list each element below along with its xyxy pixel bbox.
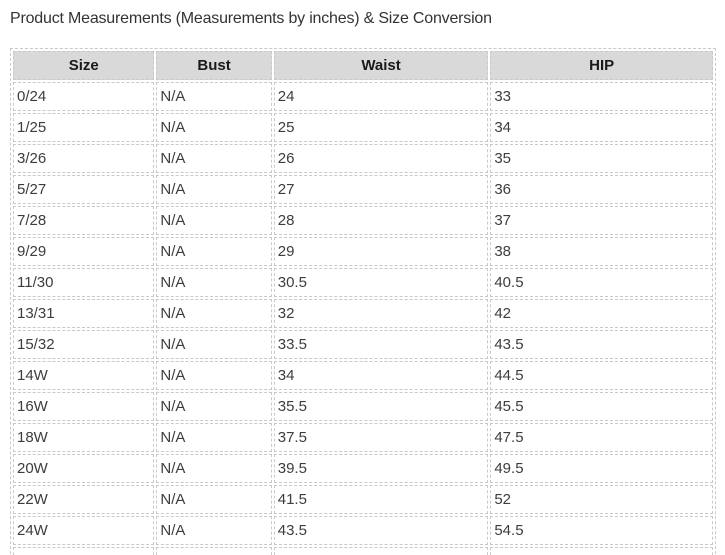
cell-bust: N/A bbox=[156, 392, 272, 421]
cell-bust: N/A bbox=[156, 361, 272, 390]
cell-waist: 39.5 bbox=[273, 454, 489, 483]
cell-size: 3/26 bbox=[13, 144, 155, 173]
cell-hip: 47.5 bbox=[490, 423, 713, 452]
table-row: 3/26 N/A 26 35 bbox=[13, 144, 713, 173]
table-row: 22W N/A 41.5 52 bbox=[13, 485, 713, 514]
cell-hip: 36 bbox=[490, 175, 713, 204]
table-row: 9/29 N/A 29 38 bbox=[13, 237, 713, 266]
cell-bust: N/A bbox=[156, 206, 272, 235]
cell-waist: 34 bbox=[273, 361, 489, 390]
cell-size: 15/32 bbox=[13, 330, 155, 359]
cell-size: 11/30 bbox=[13, 268, 155, 297]
cell-bust bbox=[156, 547, 272, 555]
cell-size: 1/25 bbox=[13, 113, 155, 142]
table-row: 7/28 N/A 28 37 bbox=[13, 206, 713, 235]
cell-waist: 37.5 bbox=[273, 423, 489, 452]
cell-bust: N/A bbox=[156, 423, 272, 452]
table-row: 14W N/A 34 44.5 bbox=[13, 361, 713, 390]
cell-hip: 49.5 bbox=[490, 454, 713, 483]
column-header-hip: HIP bbox=[490, 51, 713, 80]
cell-waist: 25 bbox=[273, 113, 489, 142]
cell-hip: 33 bbox=[490, 82, 713, 111]
table-row: 16W N/A 35.5 45.5 bbox=[13, 392, 713, 421]
cell-size: 24W bbox=[13, 516, 155, 545]
cell-waist: 28 bbox=[273, 206, 489, 235]
cell-bust: N/A bbox=[156, 454, 272, 483]
cell-size: 5/27 bbox=[13, 175, 155, 204]
cell-hip: 43.5 bbox=[490, 330, 713, 359]
cell-bust: N/A bbox=[156, 485, 272, 514]
cell-waist: 27 bbox=[273, 175, 489, 204]
table-row: 15/32 N/A 33.5 43.5 bbox=[13, 330, 713, 359]
cell-size: 7/28 bbox=[13, 206, 155, 235]
column-header-bust: Bust bbox=[156, 51, 272, 80]
cell-size: 18W bbox=[13, 423, 155, 452]
cell-bust: N/A bbox=[156, 82, 272, 111]
cell-waist bbox=[273, 547, 489, 555]
table-row: 5/27 N/A 27 36 bbox=[13, 175, 713, 204]
table-header-row: Size Bust Waist HIP bbox=[13, 51, 713, 80]
cell-bust: N/A bbox=[156, 299, 272, 328]
column-header-size: Size bbox=[13, 51, 155, 80]
cell-hip: 44.5 bbox=[490, 361, 713, 390]
table-row: 18W N/A 37.5 47.5 bbox=[13, 423, 713, 452]
cell-size: 20W bbox=[13, 454, 155, 483]
table-row-partial bbox=[13, 547, 713, 555]
cell-waist: 30.5 bbox=[273, 268, 489, 297]
cell-size: 14W bbox=[13, 361, 155, 390]
cell-hip: 45.5 bbox=[490, 392, 713, 421]
cell-size: 9/29 bbox=[13, 237, 155, 266]
cell-waist: 29 bbox=[273, 237, 489, 266]
cell-hip: 42 bbox=[490, 299, 713, 328]
cell-bust: N/A bbox=[156, 144, 272, 173]
cell-size: 16W bbox=[13, 392, 155, 421]
table-row: 24W N/A 43.5 54.5 bbox=[13, 516, 713, 545]
cell-hip: 40.5 bbox=[490, 268, 713, 297]
cell-bust: N/A bbox=[156, 175, 272, 204]
table-row: 11/30 N/A 30.5 40.5 bbox=[13, 268, 713, 297]
cell-waist: 43.5 bbox=[273, 516, 489, 545]
page-title: Product Measurements (Measurements by in… bbox=[10, 10, 492, 27]
cell-hip bbox=[490, 547, 713, 555]
table-row: 13/31 N/A 32 42 bbox=[13, 299, 713, 328]
cell-bust: N/A bbox=[156, 330, 272, 359]
cell-hip: 35 bbox=[490, 144, 713, 173]
cell-size bbox=[13, 547, 155, 555]
cell-bust: N/A bbox=[156, 268, 272, 297]
cell-waist: 33.5 bbox=[273, 330, 489, 359]
cell-hip: 54.5 bbox=[490, 516, 713, 545]
column-header-waist: Waist bbox=[273, 51, 489, 80]
cell-hip: 37 bbox=[490, 206, 713, 235]
cell-waist: 24 bbox=[273, 82, 489, 111]
cell-hip: 52 bbox=[490, 485, 713, 514]
cell-waist: 41.5 bbox=[273, 485, 489, 514]
cell-hip: 38 bbox=[490, 237, 713, 266]
cell-bust: N/A bbox=[156, 237, 272, 266]
table-row: 0/24 N/A 24 33 bbox=[13, 82, 713, 111]
table-row: 20W N/A 39.5 49.5 bbox=[13, 454, 713, 483]
cell-waist: 32 bbox=[273, 299, 489, 328]
table-row: 1/25 N/A 25 34 bbox=[13, 113, 713, 142]
cell-size: 0/24 bbox=[13, 82, 155, 111]
cell-hip: 34 bbox=[490, 113, 713, 142]
cell-size: 13/31 bbox=[13, 299, 155, 328]
cell-size: 22W bbox=[13, 485, 155, 514]
table-body: 0/24 N/A 24 33 1/25 N/A 25 34 3/26 N/A 26 35 5/27 N/A… bbox=[13, 82, 713, 555]
cell-bust: N/A bbox=[156, 516, 272, 545]
size-conversion-table: Size Bust Waist HIP 0/24 N/A 24 33 1/25 N/A 25… bbox=[10, 48, 716, 555]
cell-bust: N/A bbox=[156, 113, 272, 142]
cell-waist: 35.5 bbox=[273, 392, 489, 421]
cell-waist: 26 bbox=[273, 144, 489, 173]
